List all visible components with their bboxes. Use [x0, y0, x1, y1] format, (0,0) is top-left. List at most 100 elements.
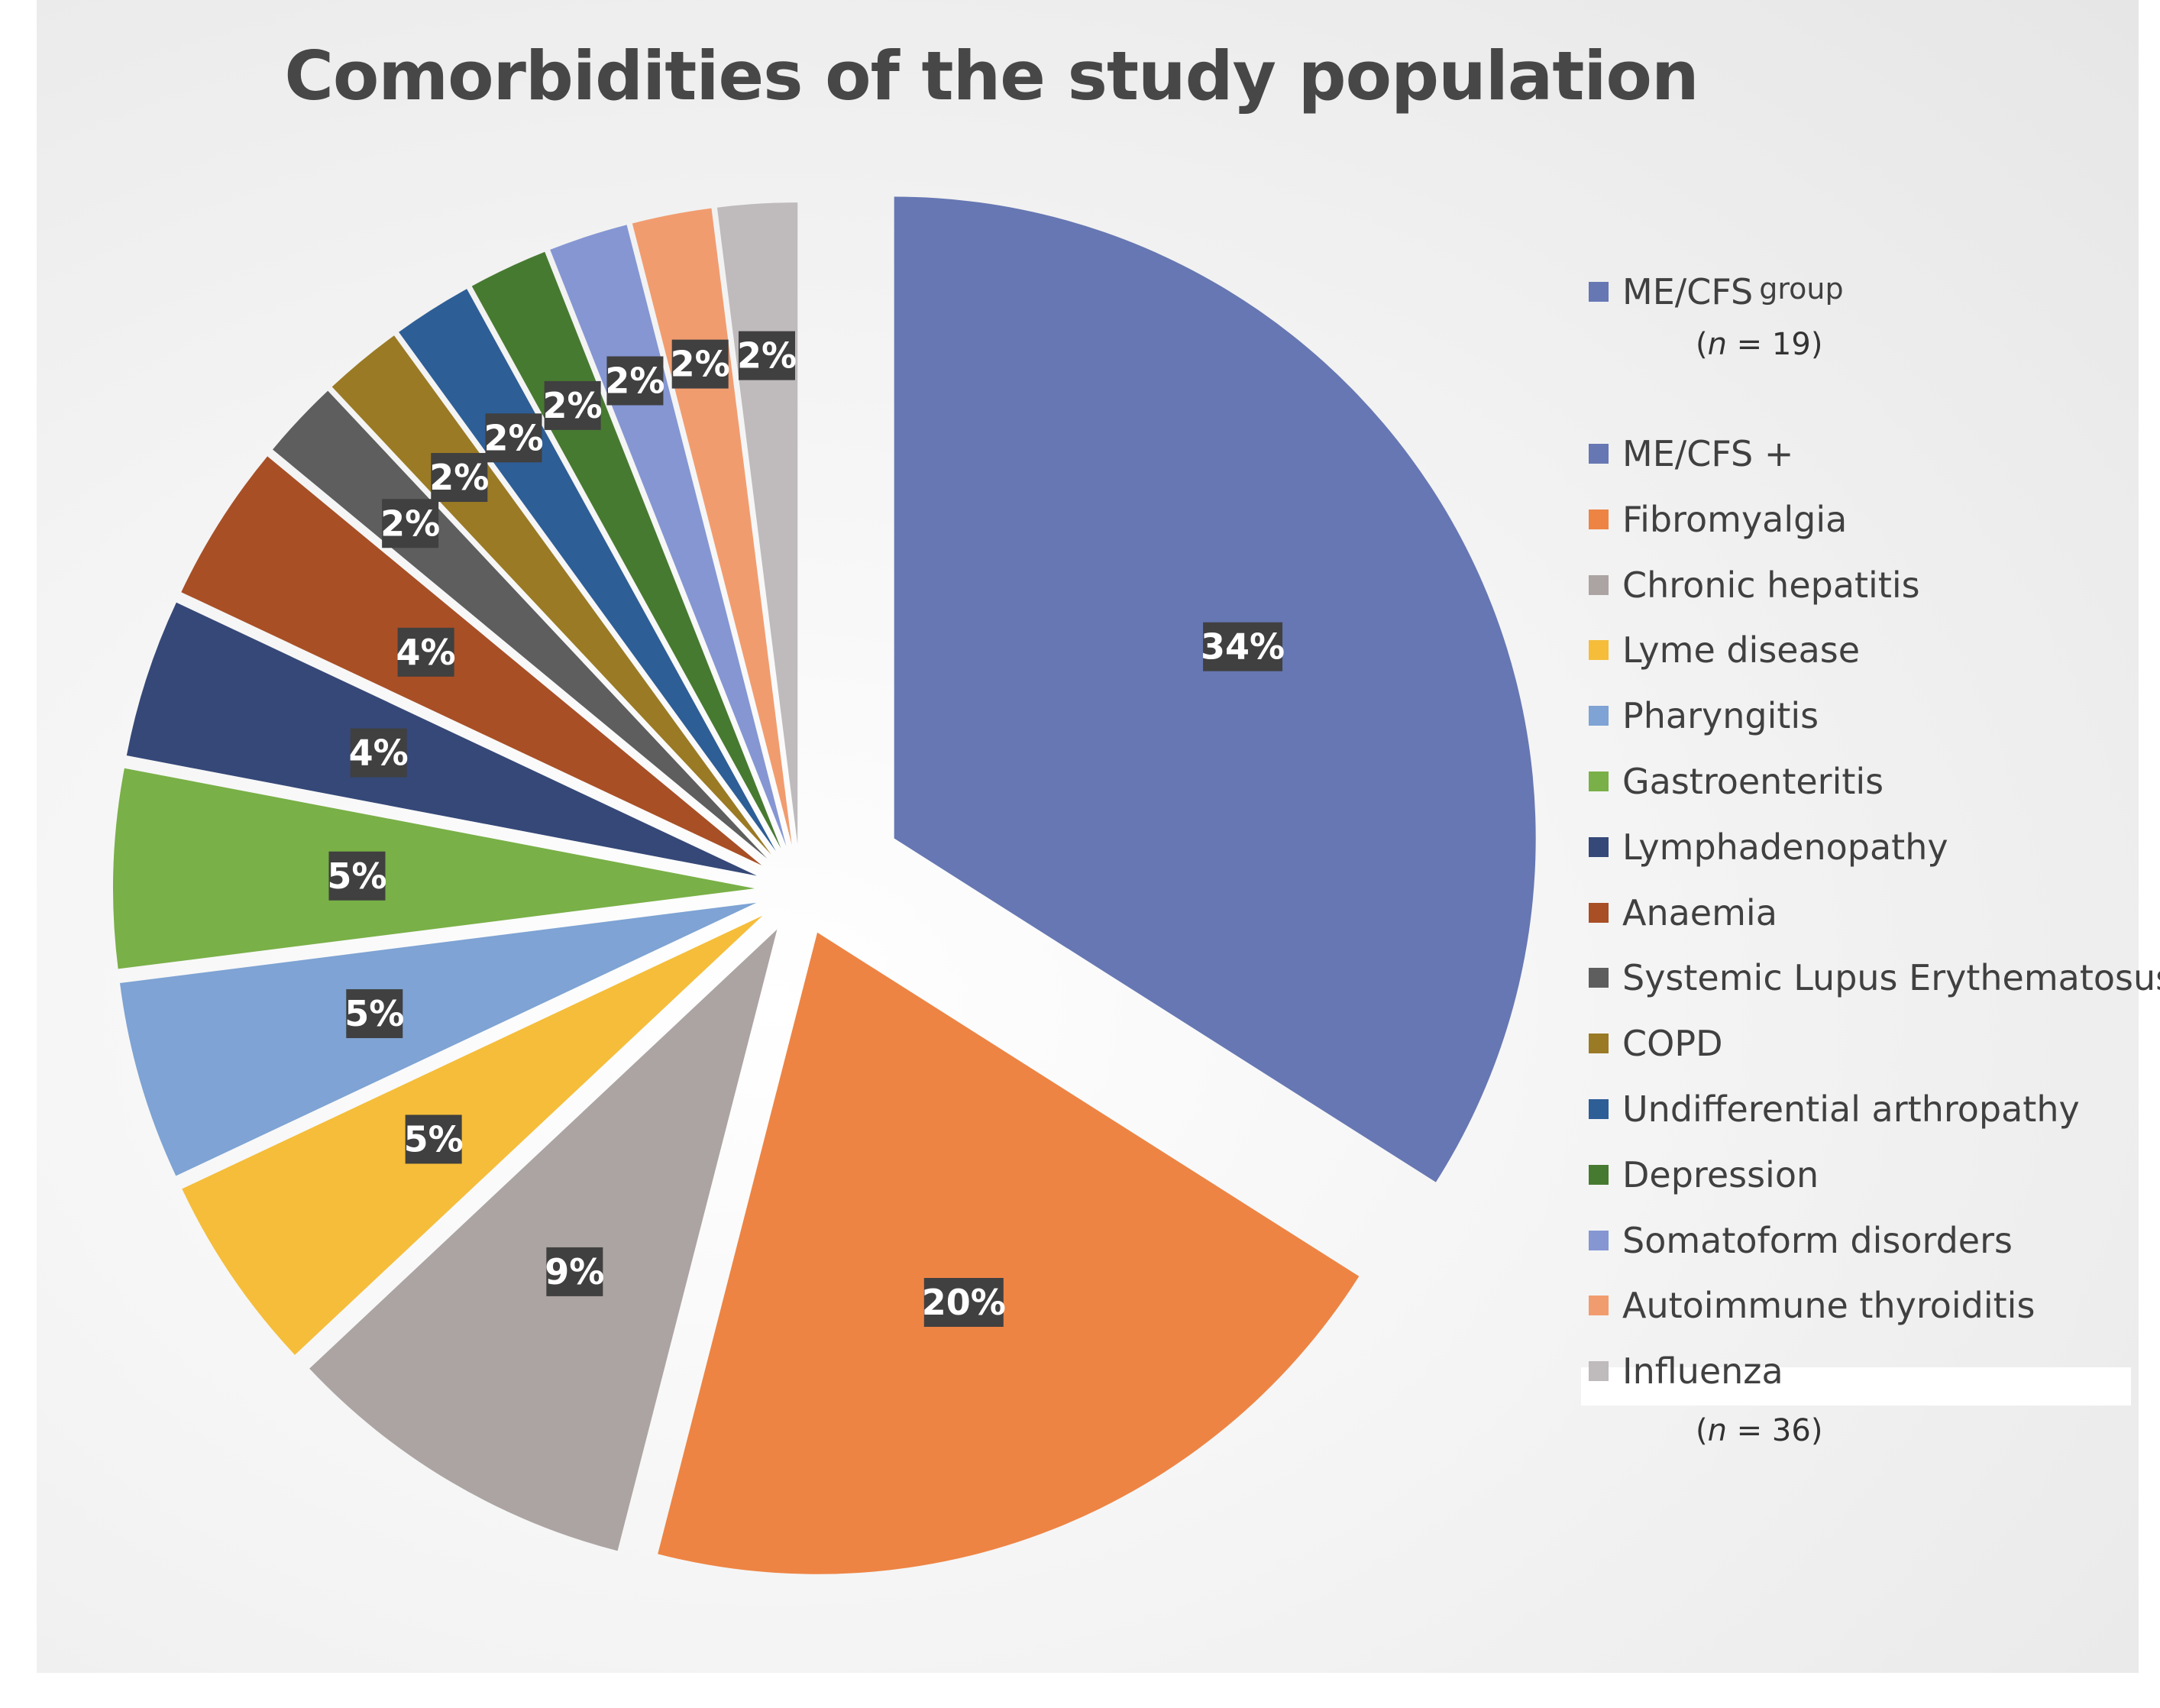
chart-panel: Comorbidities of the study population 34… — [37, 0, 2160, 1673]
slice-label-box — [738, 331, 795, 380]
slice-data-label: 5% — [404, 1114, 464, 1164]
legend-n-group1: (n = 19) — [1696, 327, 1823, 362]
legend-item: Autoimmune thyroiditis — [1589, 1283, 2035, 1328]
legend-label: ME/CFS + — [1622, 433, 1794, 474]
slice-label-text: 5% — [327, 856, 386, 897]
slice-data-label: 2% — [605, 356, 664, 406]
legend-swatch — [1589, 968, 1609, 988]
legend-label: Fibromyalgia — [1622, 498, 1848, 540]
legend-swatch — [1589, 1034, 1609, 1054]
legend-n-group2: (n = 36) — [1696, 1413, 1823, 1448]
slice-label-box — [431, 453, 488, 503]
pie-slice — [182, 915, 763, 1355]
legend-item: ME/CFS + — [1589, 431, 1793, 477]
slice-label-box — [397, 627, 454, 677]
slice-data-label: 2% — [429, 453, 489, 503]
legend-item: Lyme disease — [1589, 627, 1860, 673]
chart-title: Comorbidities of the study population — [284, 37, 1699, 115]
legend-swatch — [1589, 836, 1609, 857]
legend-backdrop — [1581, 1367, 2131, 1406]
slice-label-text: 34% — [1201, 626, 1285, 668]
legend-swatch — [1589, 282, 1609, 302]
slice-label-box — [346, 989, 403, 1039]
legend-item: Anaemia — [1589, 890, 1777, 936]
legend-item: Gastroenteritis — [1589, 759, 1884, 804]
pie-slice — [126, 602, 757, 876]
slice-data-label: 2% — [737, 331, 797, 380]
legend-label: Depression — [1622, 1153, 1819, 1195]
legend-swatch — [1589, 444, 1609, 464]
slice-label-box — [485, 413, 542, 463]
slice-label-text: 2% — [543, 385, 603, 426]
legend-item-mecfs-group: ME/CFS group — [1589, 269, 1844, 315]
legend-label: COPD — [1622, 1023, 1723, 1065]
slice-data-label: 5% — [344, 989, 404, 1039]
legend-swatch — [1589, 1099, 1609, 1119]
pie-slice — [181, 456, 762, 865]
slice-label-box — [544, 380, 601, 430]
legend-item: Chronic hepatitis — [1589, 562, 1920, 608]
slice-label-box — [1203, 622, 1283, 671]
slice-label-box — [350, 728, 407, 778]
slice-data-label: 9% — [545, 1247, 604, 1296]
slice-label-text: 5% — [344, 993, 404, 1034]
pie-slice — [894, 196, 1536, 1182]
legend-label: Autoimmune thyroiditis — [1622, 1285, 2036, 1327]
slice-label-text: 2% — [483, 417, 543, 458]
legend-swatch — [1589, 640, 1609, 661]
slice-label-box — [606, 356, 664, 406]
legend-label: Lymphadenopathy — [1622, 826, 1948, 868]
slice-label-text: 2% — [737, 335, 797, 377]
legend-item: Fibromyalgia — [1589, 497, 1847, 542]
slice-label-box — [382, 499, 439, 548]
legend-sublabel: group — [1759, 272, 1844, 306]
legend-label: Pharyngitis — [1622, 695, 1819, 737]
slice-label-box — [546, 1247, 603, 1296]
slice-data-label: 2% — [483, 413, 544, 463]
slice-label-text: 2% — [671, 344, 730, 385]
legend-swatch — [1589, 509, 1609, 529]
legend-label: Chronic hepatitis — [1622, 564, 1920, 606]
legend-swatch — [1589, 772, 1609, 791]
legend-swatch — [1589, 1361, 1609, 1382]
legend-item: Depression — [1589, 1152, 1819, 1198]
slice-data-label: 2% — [671, 339, 730, 389]
slice-label-text: 2% — [605, 360, 664, 401]
pie-slice — [113, 768, 755, 969]
legend-item: Systemic Lupus Erythematosus — [1589, 955, 2160, 1001]
slice-label-box — [671, 339, 729, 389]
legend-label: Lyme disease — [1622, 629, 1861, 671]
pie-slice — [658, 932, 1360, 1574]
legend-swatch — [1589, 574, 1609, 595]
slice-data-label: 5% — [327, 851, 387, 901]
slice-label-text: 4% — [349, 733, 409, 774]
slice-label-text: 4% — [396, 632, 456, 673]
legend-label: ME/CFS — [1622, 271, 1754, 312]
legend-label: Undifferential arthropathy — [1622, 1089, 2080, 1130]
slice-label-text: 5% — [404, 1118, 464, 1160]
legend-item: COPD — [1589, 1021, 1723, 1066]
pie-slice — [309, 929, 778, 1551]
legend-item: Somatoform disorders — [1589, 1218, 2013, 1263]
legend-swatch — [1589, 1164, 1609, 1185]
legend-swatch — [1589, 1230, 1609, 1250]
slice-label-box — [923, 1278, 1004, 1328]
slice-data-label: 4% — [349, 728, 409, 778]
legend-label: Influenza — [1622, 1351, 1783, 1393]
legend-item: Pharyngitis — [1589, 693, 1819, 739]
legend-label: Gastroenteritis — [1622, 761, 1884, 802]
pie-chart: 34%20%9%5%5%5%4%4%2%2%2%2%2% 2% 2% — [113, 196, 1536, 1574]
slice-data-label: 2% — [543, 380, 603, 430]
legend-label: Anaemia — [1622, 891, 1777, 933]
legend-item: Lymphadenopathy — [1589, 824, 1948, 870]
slice-label-box — [328, 851, 386, 901]
slice-label-text: 2% — [380, 503, 440, 544]
legend-swatch — [1589, 902, 1609, 923]
legend-item: Influenza — [1589, 1348, 1783, 1394]
slice-data-label: 4% — [396, 627, 456, 677]
legend-swatch — [1589, 1296, 1609, 1316]
slice-data-label: 2% — [380, 499, 440, 548]
slice-label-text: 9% — [545, 1251, 604, 1292]
legend-item: Undifferential arthropathy — [1589, 1086, 2080, 1132]
slice-label-text: 20% — [922, 1282, 1006, 1323]
